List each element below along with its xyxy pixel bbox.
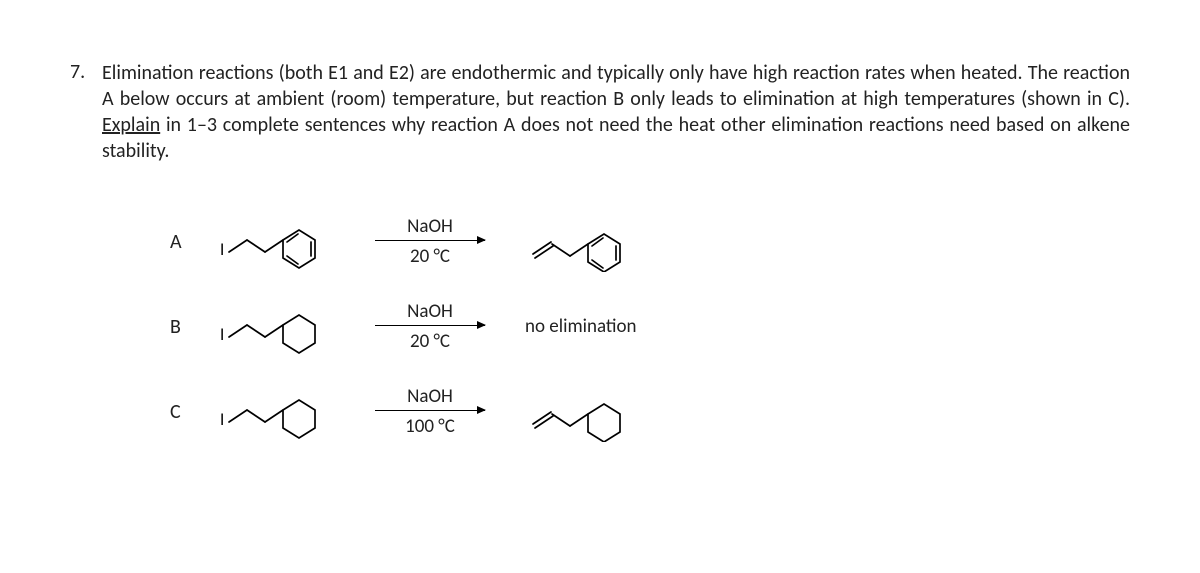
temperature-a: 20 °C bbox=[410, 245, 450, 268]
arrow-line-b bbox=[375, 325, 485, 326]
reaction-label-a: A bbox=[170, 230, 210, 254]
question-number: 7. bbox=[70, 60, 102, 84]
molecule-prod-alkene-cyclo-icon bbox=[525, 382, 655, 442]
starting-material-c: I bbox=[210, 382, 360, 442]
arrow-line-c bbox=[375, 410, 485, 411]
top-spacer bbox=[70, 30, 1130, 35]
reaction-arrow-a: NaOH 20 °C bbox=[360, 215, 500, 268]
reaction-row-c: C I NaOH 100 °C bbox=[170, 369, 1130, 454]
reaction-arrow-b: NaOH 20 °C bbox=[360, 300, 500, 353]
reaction-row-a: A I bbox=[170, 199, 1130, 284]
molecule-sm-cyclo2-icon: I bbox=[215, 382, 355, 442]
svg-text:I: I bbox=[220, 409, 224, 430]
temperature-c: 100 °C bbox=[405, 415, 455, 438]
molecule-sm-cyclo-icon: I bbox=[215, 297, 355, 357]
arrow-line-a bbox=[375, 240, 485, 241]
product-c bbox=[500, 382, 725, 442]
question-block: 7. Elimination reactions (both E1 and E2… bbox=[70, 60, 1130, 164]
svg-text:I: I bbox=[220, 324, 224, 345]
reaction-row-b: B I NaOH 20 °C bbox=[170, 284, 1130, 369]
question-text: Elimination reactions (both E1 and E2) a… bbox=[102, 60, 1130, 164]
reaction-schemes: A I bbox=[170, 199, 1130, 454]
molecule-prod-styrene-icon bbox=[525, 212, 655, 272]
reaction-label-b: B bbox=[170, 315, 210, 339]
reaction-arrow-c: NaOH 100 °C bbox=[360, 385, 500, 438]
reaction-label-c: C bbox=[170, 400, 210, 424]
question-text-part1: Elimination reactions (both E1 and E2) a… bbox=[102, 61, 1130, 111]
reagent-a: NaOH bbox=[407, 215, 453, 238]
reagent-c: NaOH bbox=[407, 385, 453, 408]
question-text-part3: in 1–3 complete sentences why reaction A… bbox=[102, 113, 1130, 163]
page-container: 7. Elimination reactions (both E1 and E2… bbox=[0, 0, 1200, 573]
starting-material-a: I bbox=[210, 212, 360, 272]
product-b: no elimination bbox=[500, 315, 725, 338]
question-text-underline: Explain bbox=[102, 113, 160, 137]
starting-material-b: I bbox=[210, 297, 360, 357]
product-b-text: no elimination bbox=[525, 315, 637, 338]
svg-text:I: I bbox=[220, 239, 224, 260]
reagent-b: NaOH bbox=[407, 300, 453, 323]
product-a bbox=[500, 212, 725, 272]
temperature-b: 20 °C bbox=[410, 330, 450, 353]
molecule-sm-aryl-icon: I bbox=[215, 212, 355, 272]
